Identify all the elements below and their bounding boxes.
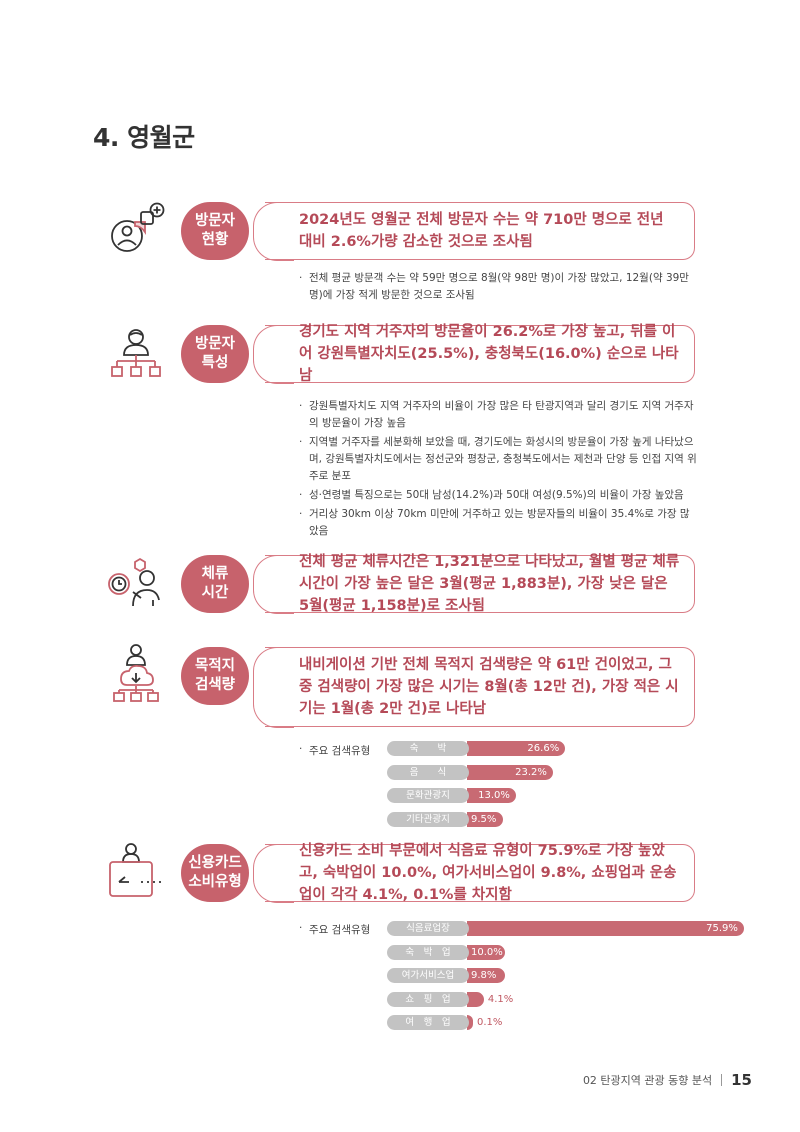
bar-row: 숙 박 26.6% <box>387 741 625 756</box>
bar-category-label: 숙 박 <box>387 741 469 756</box>
bar-category-label: 기타관광지 <box>387 811 469 827</box>
section-label-destination-search: 목적지 검색량 <box>181 647 249 705</box>
bar <box>467 1015 473 1030</box>
note-item: 지역별 거주자를 세분화해 보았을 때, 경기도에는 화성시의 방문율이 가장 … <box>298 434 698 485</box>
bar-value-label: 10.0% <box>471 946 503 958</box>
bar-category-label: 숙 박 업 <box>387 944 469 960</box>
bar-row: 문화관광지 13.0% <box>387 788 576 803</box>
bar-value-label: 26.6% <box>527 743 560 754</box>
bar-value-label: 13.0% <box>478 790 510 801</box>
bar-category-label: 문화관광지 <box>387 788 469 803</box>
bar-category-label: 여 행 업 <box>387 1015 469 1030</box>
bars-label-credit-card: 주요 검색유형 <box>298 922 370 937</box>
bar-value-label: 0.1% <box>477 1017 503 1028</box>
section-label-credit-card: 신용카드 소비유형 <box>181 844 249 902</box>
bar-value-label: 23.2% <box>515 766 547 778</box>
section-label-visitor-characteristics: 방문자 특성 <box>181 325 249 383</box>
bar-category-label: 식음료업장 <box>387 921 469 936</box>
bar <box>467 944 506 960</box>
organization-chart-icon <box>105 325 167 387</box>
page-title: 4. 영월군 <box>93 123 195 152</box>
bar-value-label: 9.5% <box>471 813 497 825</box>
credit-card-icon <box>105 842 167 904</box>
bar-row: 숙 박 업 10.0% <box>387 944 565 960</box>
section-label-visitor-status: 방문자 현황 <box>181 202 249 260</box>
bar <box>467 811 504 827</box>
bar-row: 쇼 핑 업 4.1% <box>387 991 544 1007</box>
headline-stay-time: 전체 평균 체류시간은 1,321분으로 나타났고, 월별 평균 체류시간이 가… <box>253 554 695 614</box>
bar-row: 음 식 23.2% <box>387 764 613 780</box>
bar-row: 기타관광지 9.5% <box>387 811 563 827</box>
note-item: 강원특별자치도 지역 거주자의 비율이 가장 많은 타 탄광지역과 달리 경기도… <box>298 398 698 432</box>
bar-value-label: 75.9% <box>706 923 738 934</box>
bar-category-label: 음 식 <box>387 764 469 780</box>
note-item: 거리상 30km 이상 70km 미만에 거주하고 있는 방문자들의 비율이 3… <box>298 506 698 540</box>
bar-category-label: 여가서비스업 <box>387 968 469 983</box>
headline-destination-search: 내비게이션 기반 전체 목적지 검색량은 약 61만 건이었고, 그 중 검색량… <box>253 646 695 728</box>
bar-value-label: 9.8% <box>471 970 497 981</box>
stay-time-icon <box>105 556 167 618</box>
bar <box>467 741 566 756</box>
headline-credit-card: 신용카드 소비 부문에서 식음료 유형이 75.9%로 가장 높았고, 숙박업이… <box>253 843 695 903</box>
bar <box>467 788 517 803</box>
page-number: 15 <box>731 1071 752 1089</box>
note-item: 성·연령별 특징으로는 50대 남성(14.2%)과 50대 여성(9.5%)의… <box>298 487 698 504</box>
bar-value-label: 4.1% <box>487 993 514 1005</box>
footer-divider <box>721 1074 723 1086</box>
bar-row: 여가서비스업 9.8% <box>387 968 565 983</box>
page-footer: 02 탄광지역 관광 동향 분석 15 <box>583 1071 752 1089</box>
visitor-status-icon <box>105 200 167 262</box>
bar <box>467 921 745 936</box>
bar <box>467 764 554 780</box>
section-label-stay-time: 체류 시간 <box>181 555 249 613</box>
notes-visitor-characteristics: 강원특별자치도 지역 거주자의 비율이 가장 많은 타 탄광지역과 달리 경기도… <box>298 398 698 542</box>
bar <box>467 991 484 1007</box>
bars-label-destination: 주요 검색유형 <box>298 743 370 758</box>
destination-search-icon <box>105 643 167 705</box>
note-item: 전체 평균 방문객 수는 약 59만 명으로 8월(약 98만 명)이 가장 많… <box>298 270 698 304</box>
notes-visitor-status: 전체 평균 방문객 수는 약 59만 명으로 8월(약 98만 명)이 가장 많… <box>298 270 698 306</box>
bar-row: 여 행 업 0.1% <box>387 1015 533 1030</box>
bar-row: 식음료업장 75.9% <box>387 921 800 936</box>
headline-visitor-characteristics: 경기도 지역 거주자의 방문율이 26.2%로 가장 높고, 뒤를 이어 강원특… <box>253 324 695 384</box>
bar <box>467 968 505 983</box>
bar-category-label: 쇼 핑 업 <box>387 991 469 1007</box>
headline-visitor-status: 2024년도 영월군 전체 방문자 수는 약 710만 명으로 전년 대비 2.… <box>253 201 695 261</box>
footer-chapter: 02 탄광지역 관광 동향 분석 <box>582 1074 713 1087</box>
